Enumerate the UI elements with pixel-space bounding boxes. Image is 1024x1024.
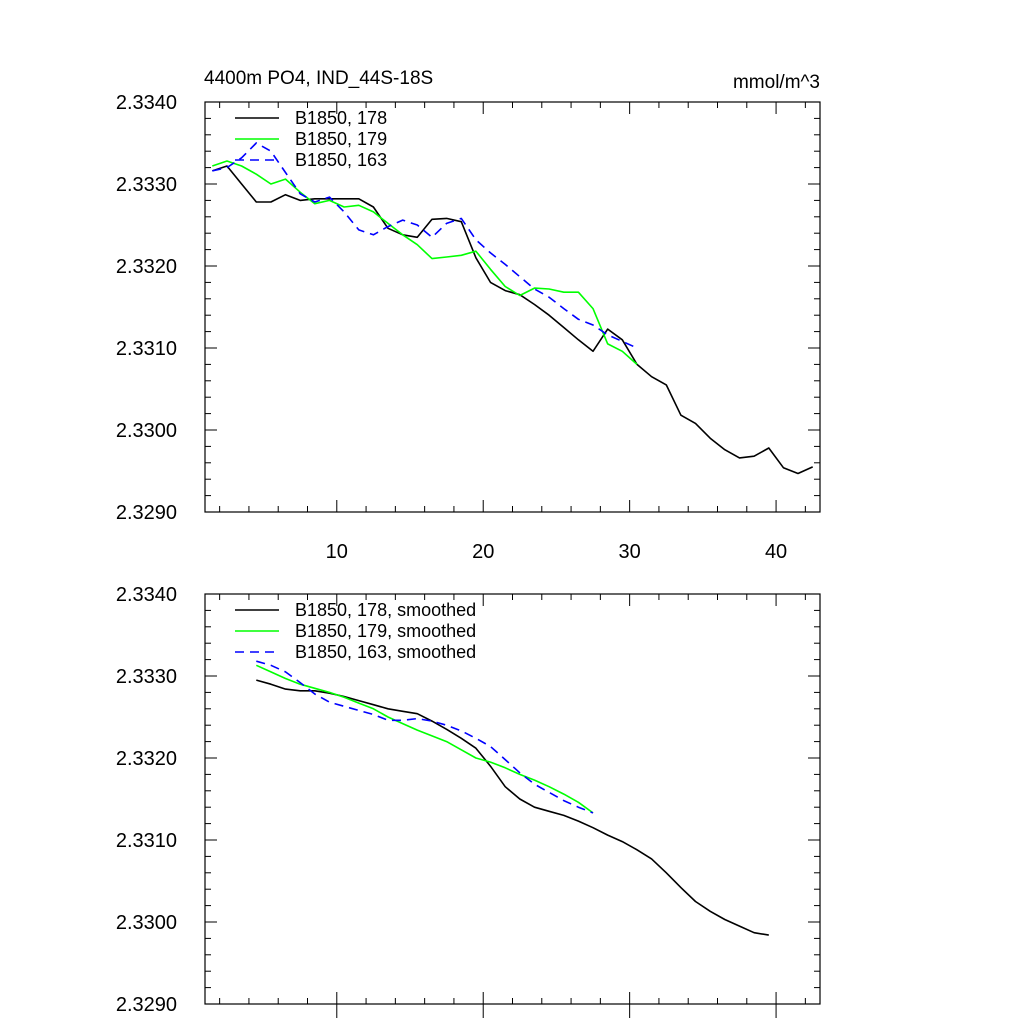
- y-tick-label: 2.3330: [116, 666, 177, 688]
- legend-label-2: B1850, 179: [295, 129, 387, 149]
- series-line-3: [212, 142, 638, 349]
- series-line-2: [212, 160, 638, 365]
- series-line-2: [255, 664, 594, 814]
- y-tick-label: 2.3310: [116, 830, 177, 852]
- y-tick-label: 2.3330: [116, 174, 177, 196]
- y-tick-label: 2.3340: [116, 92, 177, 114]
- legend-label-3: B1850, 163, smoothed: [295, 642, 476, 662]
- series-line-1: [212, 165, 814, 475]
- series-line-3: [256, 660, 594, 814]
- top-title-right: mmol/m^3: [733, 72, 820, 93]
- y-tick-label: 2.3320: [116, 748, 177, 770]
- y-tick-label: 2.3290: [116, 994, 177, 1016]
- series-line-1: [256, 679, 769, 936]
- bottom-panel: 2.3290 2.3300 2.3310 2.3320 2.3330 2.3340 B185…: [116, 584, 821, 1018]
- x-tick-label: 40: [765, 541, 787, 563]
- x-tick-label: 30: [619, 541, 641, 563]
- y-tick-label: 2.3310: [116, 338, 177, 360]
- top-panel: 2.3290 2.3300 2.3310 2.3320 2.3330 2.3340 10 20…: [116, 92, 821, 563]
- x-tick-label: 20: [472, 541, 494, 563]
- top-title-left: 4400m PO4, IND_44S-18S: [204, 68, 433, 89]
- legend-label-3: B1850, 163: [295, 150, 387, 170]
- legend-label-1: B1850, 178, smoothed: [295, 600, 476, 620]
- y-tick-label: 2.3300: [116, 420, 177, 442]
- legend-label-2: B1850, 179, smoothed: [295, 621, 476, 641]
- y-tick-label: 2.3320: [116, 256, 177, 278]
- x-tick-label: 10: [326, 541, 348, 563]
- legend-label-1: B1850, 178: [295, 108, 387, 128]
- y-tick-label: 2.3300: [116, 912, 177, 934]
- y-tick-label: 2.3290: [116, 502, 177, 524]
- y-tick-label: 2.3340: [116, 584, 177, 606]
